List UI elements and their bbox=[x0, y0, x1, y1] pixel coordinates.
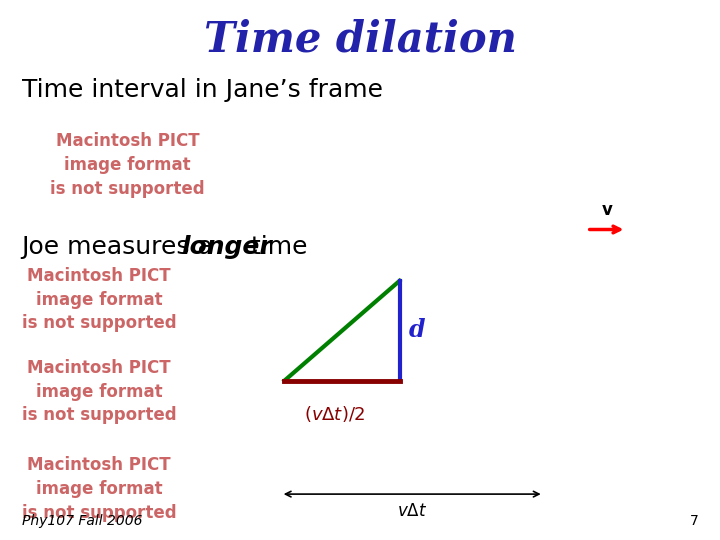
Text: Time dilation: Time dilation bbox=[204, 19, 516, 61]
Text: time: time bbox=[243, 235, 307, 259]
Text: Macintosh PICT
image format
is not supported: Macintosh PICT image format is not suppo… bbox=[22, 456, 176, 522]
Text: d: d bbox=[409, 319, 426, 342]
Text: Macintosh PICT
image format
is not supported: Macintosh PICT image format is not suppo… bbox=[22, 267, 176, 333]
Text: $(v\Delta t)/2$: $(v\Delta t)/2$ bbox=[304, 404, 366, 424]
Text: Phy107 Fall 2006: Phy107 Fall 2006 bbox=[22, 514, 142, 528]
Text: 7: 7 bbox=[690, 514, 698, 528]
Text: $v\Delta t$: $v\Delta t$ bbox=[397, 503, 428, 520]
Text: Time interval in Jane’s frame: Time interval in Jane’s frame bbox=[22, 78, 382, 102]
Text: Joe measures a: Joe measures a bbox=[22, 235, 221, 259]
Text: Macintosh PICT
image format
is not supported: Macintosh PICT image format is not suppo… bbox=[22, 359, 176, 424]
Text: v: v bbox=[601, 201, 613, 219]
Text: longer: longer bbox=[181, 235, 272, 259]
Text: Macintosh PICT
image format
is not supported: Macintosh PICT image format is not suppo… bbox=[50, 132, 205, 198]
